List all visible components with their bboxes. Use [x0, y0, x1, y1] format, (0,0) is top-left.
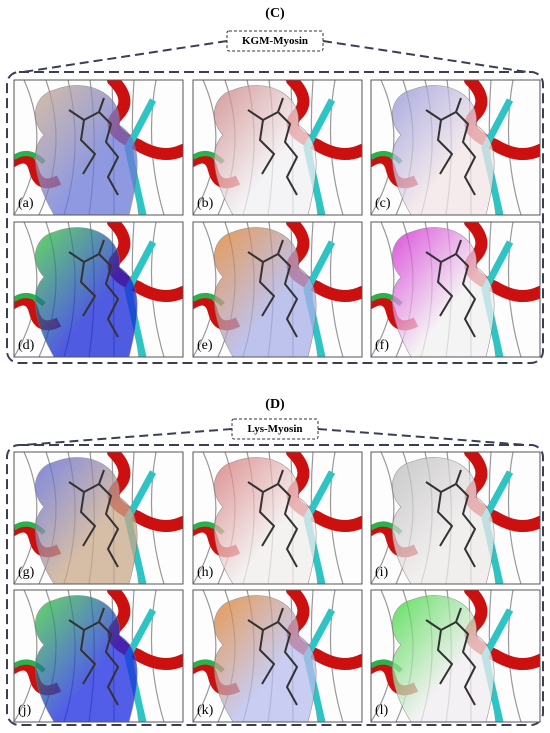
- ligand: [68, 239, 119, 338]
- ligand: [68, 97, 119, 196]
- panel-border: [192, 589, 363, 723]
- roof-line: [22, 428, 528, 446]
- panel-label: (a): [18, 196, 34, 211]
- panel-label: (j): [18, 703, 32, 718]
- panel-content: [14, 452, 183, 584]
- panel: (j): [13, 589, 184, 723]
- panel-label: (k): [197, 703, 214, 718]
- panel-content: [193, 80, 362, 215]
- panel-content: [371, 222, 540, 357]
- backbone: [371, 80, 395, 215]
- panel-label: (g): [18, 565, 35, 580]
- panel-label: (d): [18, 338, 35, 353]
- panel-label: (i): [375, 565, 389, 580]
- ligand: [68, 607, 119, 706]
- backbone: [14, 452, 38, 584]
- panel-frame: [6, 71, 544, 364]
- panel-content: [371, 80, 540, 215]
- backbone: [14, 80, 38, 215]
- section-label: Lys-Myosin: [247, 423, 302, 435]
- backbone: [193, 590, 217, 722]
- panel-border: [370, 451, 541, 585]
- ligand: [425, 607, 476, 706]
- panel: (k): [192, 589, 363, 723]
- panel-border: [13, 79, 184, 216]
- panel-label: (l): [375, 703, 389, 718]
- panel: (f): [370, 221, 541, 358]
- backbone: [14, 222, 38, 357]
- panel: (l): [370, 589, 541, 723]
- panel-frame: [6, 444, 544, 726]
- panel: (c): [370, 79, 541, 216]
- roof-line: [22, 40, 528, 73]
- backbone: [193, 80, 217, 215]
- backbone: [193, 222, 217, 357]
- panel-border: [192, 451, 363, 585]
- panel-content: [193, 452, 362, 584]
- ligand: [425, 97, 476, 196]
- panel: (e): [192, 221, 363, 358]
- panel-content: [193, 590, 362, 722]
- panel-label: (f): [375, 338, 389, 353]
- ligand: [425, 469, 476, 568]
- panel: (a): [13, 79, 184, 216]
- panel: (i): [370, 451, 541, 585]
- panel: (d): [13, 221, 184, 358]
- panel-border: [192, 221, 363, 358]
- panel-border: [13, 451, 184, 585]
- ligand: [247, 469, 298, 568]
- panel-border: [13, 221, 184, 358]
- panel-border: [370, 221, 541, 358]
- panel-label: (c): [375, 196, 391, 211]
- backbone: [371, 452, 395, 584]
- section-heading: (C): [265, 6, 285, 21]
- panel-content: [193, 222, 362, 357]
- ligand: [247, 607, 298, 706]
- panel-content: [14, 80, 183, 215]
- panel-content: [14, 222, 183, 357]
- panel-border: [192, 79, 363, 216]
- ligand: [425, 239, 476, 338]
- panel-content: [371, 452, 540, 584]
- panel-border: [370, 589, 541, 723]
- backbone: [371, 590, 395, 722]
- ligand: [68, 469, 119, 568]
- panel-content: [371, 590, 540, 722]
- ligand: [247, 97, 298, 196]
- panel: (h): [192, 451, 363, 585]
- backbone: [14, 590, 38, 722]
- ligand: [247, 239, 298, 338]
- panel-label: (h): [197, 565, 214, 580]
- panel-border: [13, 589, 184, 723]
- backbone: [371, 222, 395, 357]
- section-label: KGM-Myosin: [242, 35, 308, 47]
- section-heading: (D): [265, 397, 285, 412]
- panel: (b): [192, 79, 363, 216]
- panel-border: [370, 79, 541, 216]
- panel-content: [14, 590, 183, 722]
- panel-label: (b): [197, 196, 214, 211]
- panel: (g): [13, 451, 184, 585]
- panel-label: (e): [197, 338, 213, 353]
- backbone: [193, 452, 217, 584]
